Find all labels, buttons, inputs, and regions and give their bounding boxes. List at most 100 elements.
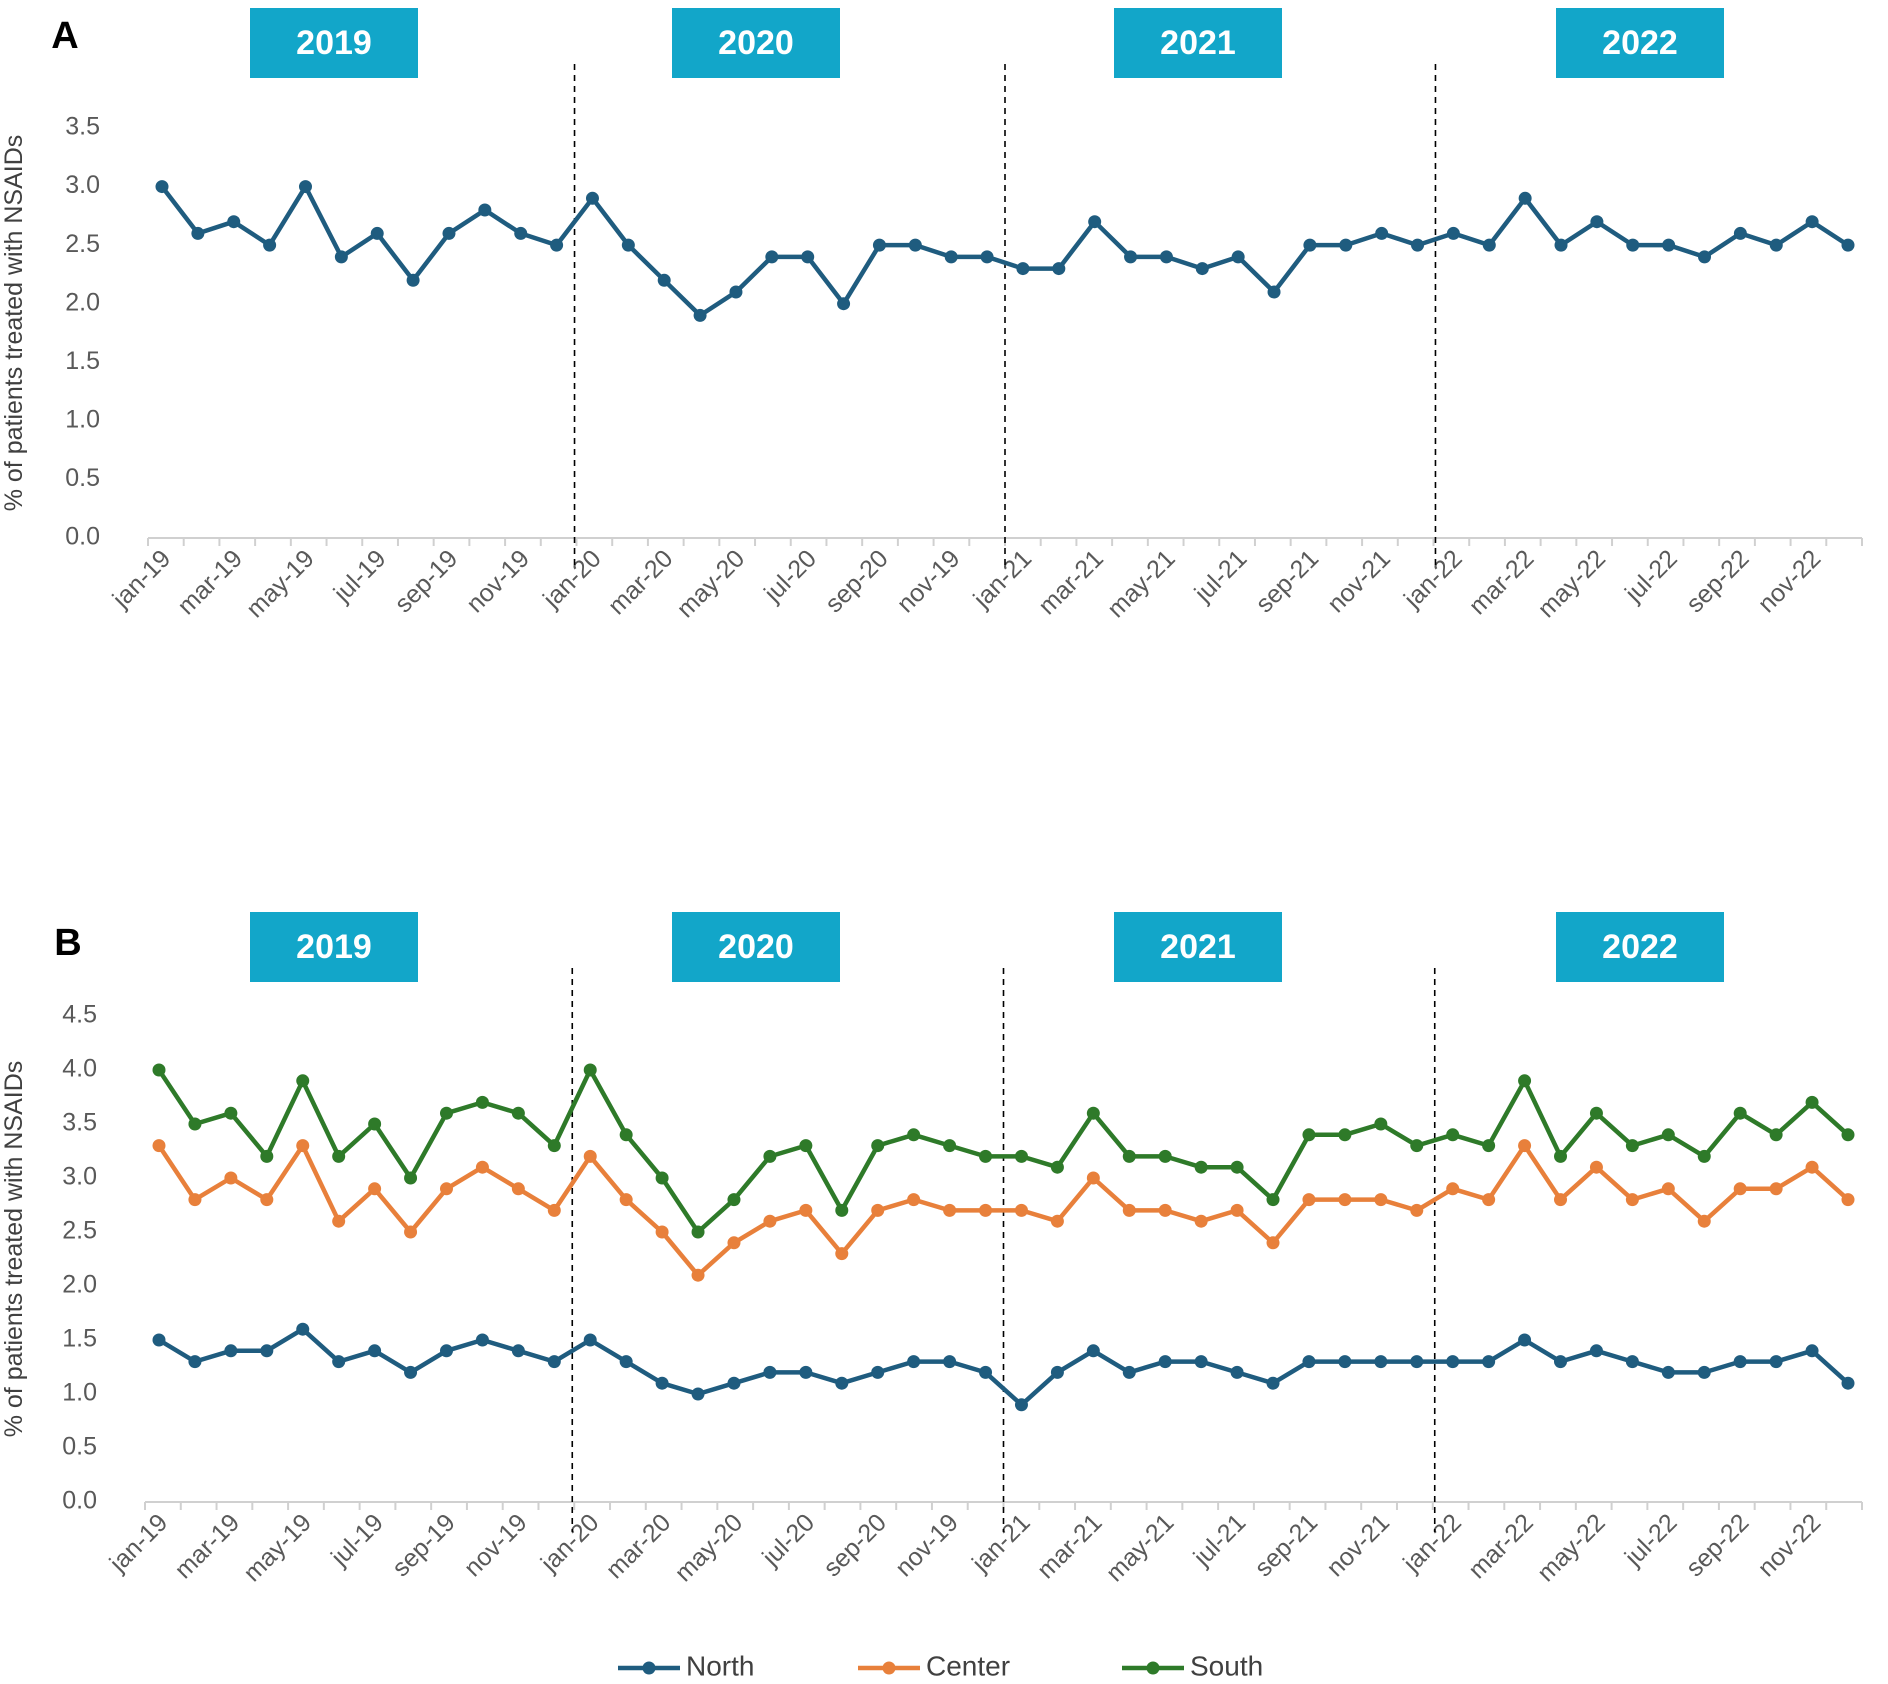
data-point-north xyxy=(1446,1355,1460,1369)
data-point-center xyxy=(1589,1160,1603,1174)
y-tick-label: 0.0 xyxy=(65,523,100,551)
panel-a-nsaid-total: A 2019 2020 2021 2022 % of patients treated w… xyxy=(0,8,1863,623)
data-point-north xyxy=(152,1333,166,1347)
data-point-south xyxy=(1338,1128,1352,1142)
y-axis-title: % of patients treated with NSAIDs xyxy=(0,1061,28,1438)
x-tick-label: nov-22 xyxy=(1753,544,1827,618)
data-point-north xyxy=(1482,1355,1496,1369)
data-point-north xyxy=(1518,1333,1532,1347)
data-point-north xyxy=(332,1355,346,1369)
data-point-south xyxy=(296,1074,310,1088)
data-point-center xyxy=(1554,1193,1568,1207)
data-point-center xyxy=(368,1182,382,1196)
year-box xyxy=(672,8,840,78)
data-point-north xyxy=(1769,1355,1783,1369)
x-tick-label: jan-19 xyxy=(107,544,177,614)
data-point-north xyxy=(1733,226,1747,240)
data-point-south xyxy=(1482,1139,1496,1153)
data-point-north xyxy=(1589,1344,1603,1358)
x-tick-label: mar-21 xyxy=(1033,544,1109,620)
x-tick-label: sep-20 xyxy=(820,544,894,618)
x-tick-label: may-21 xyxy=(1101,1508,1180,1587)
data-point-north xyxy=(1266,1376,1280,1390)
data-point-north xyxy=(1014,1398,1028,1412)
series-line-north xyxy=(160,184,1850,318)
data-point-south xyxy=(1446,1128,1460,1142)
x-tick-label: jul-19 xyxy=(325,1508,389,1572)
x-tick-label: jan-22 xyxy=(1397,1508,1467,1578)
x-tick-label: nov-19 xyxy=(459,1508,533,1582)
data-point-center xyxy=(691,1268,705,1282)
data-point-south xyxy=(1374,1117,1388,1131)
data-point-north xyxy=(191,226,205,240)
data-point-north xyxy=(1302,1355,1316,1369)
data-point-north xyxy=(1518,191,1532,205)
data-point-center xyxy=(1266,1236,1280,1250)
year-box-label: 2022 xyxy=(1602,24,1678,62)
data-point-center xyxy=(1446,1182,1460,1196)
x-tick-label: jul-21 xyxy=(1189,544,1253,608)
data-point-south xyxy=(511,1106,525,1120)
legend-marker-center xyxy=(882,1661,896,1675)
data-point-center xyxy=(439,1182,453,1196)
data-point-north xyxy=(1805,215,1819,229)
data-point-north xyxy=(227,215,241,229)
year-box-label: 2020 xyxy=(718,928,794,966)
x-tick-label: jul-22 xyxy=(1619,1508,1683,1572)
x-tick-label: jul-20 xyxy=(756,1508,820,1572)
data-point-north xyxy=(439,1344,453,1358)
x-tick-label: nov-22 xyxy=(1752,1508,1826,1582)
data-point-north xyxy=(404,1365,418,1379)
data-point-north xyxy=(1303,238,1317,252)
data-point-center xyxy=(1733,1182,1747,1196)
data-point-north xyxy=(1052,262,1066,276)
data-point-north xyxy=(1122,1365,1136,1379)
x-tick-label: jan-19 xyxy=(104,1508,174,1578)
y-tick-label: 0.5 xyxy=(65,464,100,492)
data-point-north xyxy=(1805,1344,1819,1358)
data-point-north xyxy=(1662,238,1676,252)
data-point-north xyxy=(799,1365,813,1379)
data-point-north xyxy=(729,285,743,299)
data-point-north xyxy=(1159,250,1173,264)
data-point-center xyxy=(404,1225,418,1239)
data-point-south xyxy=(404,1171,418,1185)
data-point-north xyxy=(550,238,564,252)
y-tick-label: 3.5 xyxy=(65,113,100,141)
data-point-south xyxy=(907,1128,921,1142)
x-tick-label: jul-21 xyxy=(1188,1508,1252,1572)
legend: North Center South xyxy=(618,1650,1263,1681)
data-point-south xyxy=(1805,1095,1819,1109)
legend-marker-north xyxy=(642,1661,656,1675)
data-point-south xyxy=(691,1225,705,1239)
data-point-center xyxy=(799,1203,813,1217)
y-tick-label: 1.5 xyxy=(62,1325,97,1353)
data-point-south xyxy=(727,1193,741,1207)
data-point-north xyxy=(334,250,348,264)
x-tick-label: nov-21 xyxy=(1322,544,1396,618)
data-point-north xyxy=(298,180,312,194)
data-point-north xyxy=(980,250,994,264)
x-tick-label: jan-22 xyxy=(1398,544,1468,614)
data-point-north xyxy=(763,1365,777,1379)
data-point-south xyxy=(1554,1149,1568,1163)
data-point-south xyxy=(799,1139,813,1153)
x-tick-label: sep-22 xyxy=(1681,1508,1755,1582)
data-point-center xyxy=(152,1139,166,1153)
data-point-north xyxy=(691,1387,705,1401)
data-point-south xyxy=(1266,1193,1280,1207)
x-tick-label: may-19 xyxy=(238,1508,317,1587)
y-tick-label: 1.0 xyxy=(65,405,100,433)
data-point-north xyxy=(907,1355,921,1369)
data-point-north xyxy=(1338,1355,1352,1369)
data-point-south xyxy=(1410,1139,1424,1153)
y-tick-label: 4.0 xyxy=(62,1055,97,1083)
x-tick-label: nov-19 xyxy=(461,544,535,618)
data-point-north xyxy=(1088,215,1102,229)
data-point-center xyxy=(1374,1193,1388,1207)
data-point-north xyxy=(765,250,779,264)
x-tick-label: mar-19 xyxy=(172,544,248,620)
year-box xyxy=(1114,8,1282,78)
data-point-north xyxy=(1267,285,1281,299)
data-point-south xyxy=(1697,1149,1711,1163)
